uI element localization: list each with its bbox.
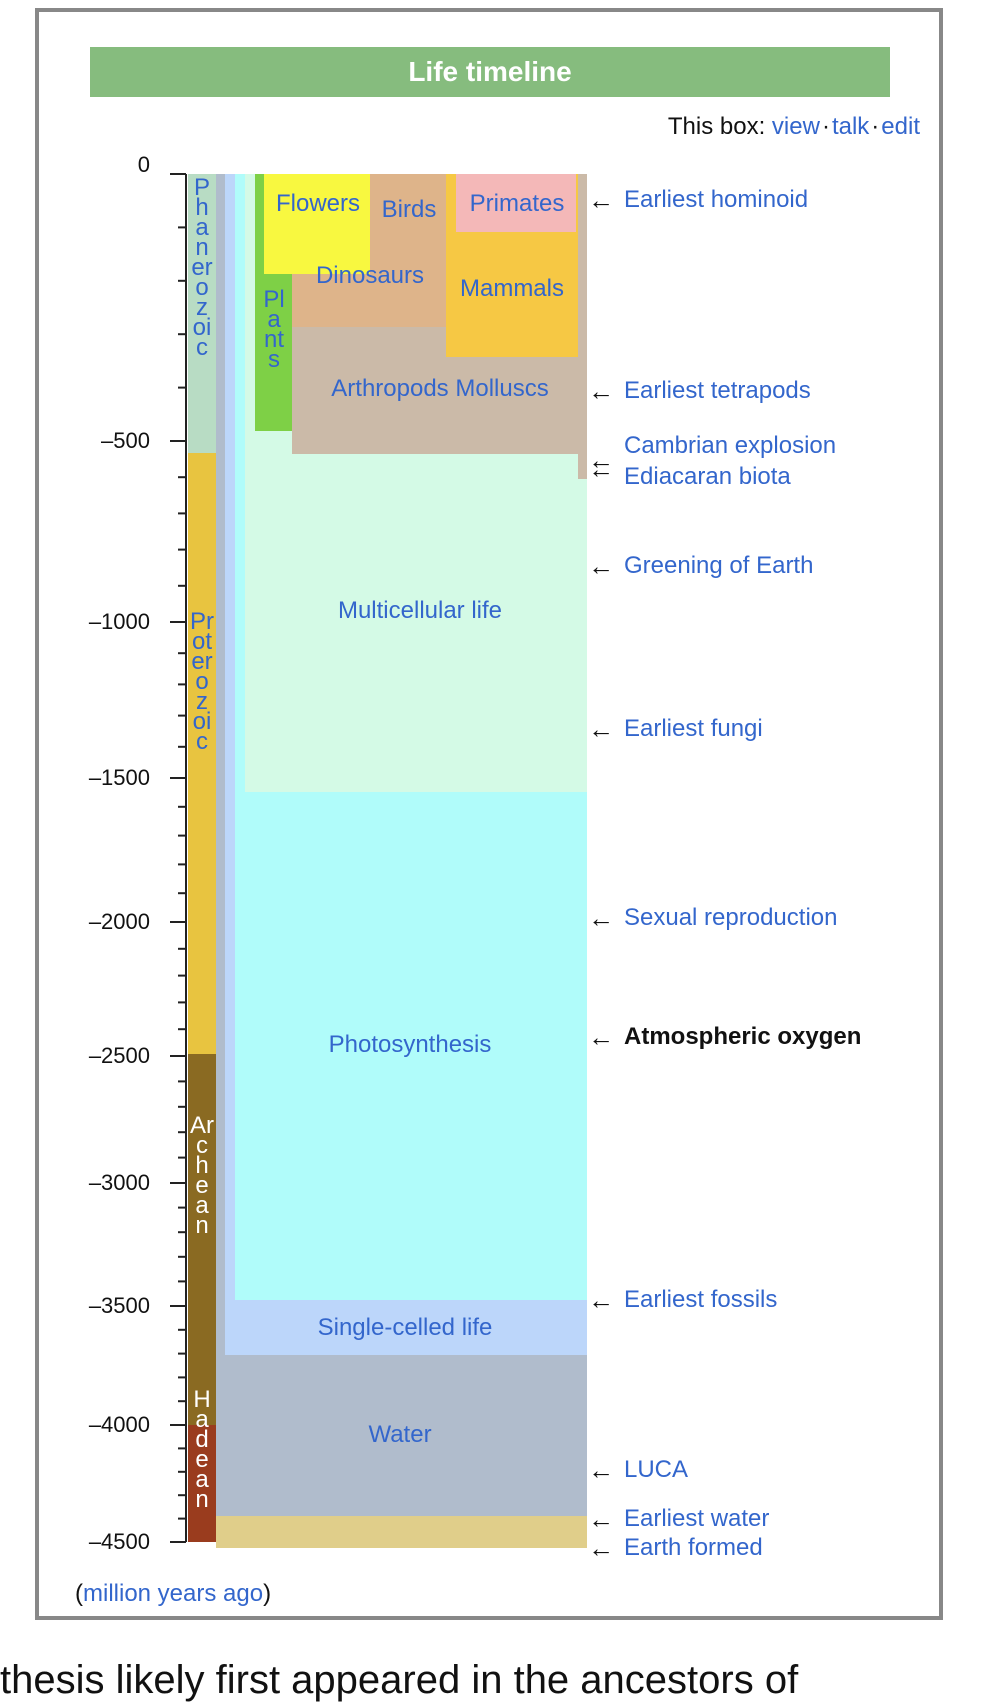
tick-label: 0: [137, 152, 150, 177]
event-label-atmospheric-oxygen: Atmospheric oxygen: [624, 1023, 862, 1050]
eon-label-phanerozoic[interactable]: Phanerozoic: [191, 174, 213, 361]
event-arrow: ←: [588, 714, 614, 744]
event-arrow: ←: [588, 903, 614, 933]
eon-bar-proterozoic: [188, 453, 216, 1054]
event-arrow: ←: [588, 1504, 614, 1534]
region-label-dinosaurs[interactable]: Dinosaurs: [315, 262, 425, 289]
tick-label: –2500: [88, 1043, 150, 1068]
event-arrow: ←: [588, 551, 614, 581]
box-nav: This box: view·talk·edit: [668, 113, 920, 141]
event-label-luca[interactable]: LUCA: [624, 1456, 689, 1483]
tick-label: –3500: [88, 1293, 150, 1318]
tick-label: –4500: [88, 1529, 150, 1554]
region-label-single-celled[interactable]: Single-celled life: [317, 1314, 493, 1341]
event-label-ediacaran-biota[interactable]: Ediacaran biota: [624, 463, 791, 490]
million-years-ago-link[interactable]: million years ago: [83, 1580, 264, 1607]
event-arrow: ←: [588, 1285, 614, 1315]
tick-label: –1500: [88, 765, 150, 790]
view-link[interactable]: view: [771, 113, 820, 140]
eon-label-hadean[interactable]: Hadean: [193, 1386, 211, 1513]
unit-paren-close: ): [263, 1580, 272, 1607]
eon-label-archean[interactable]: Archean: [190, 1112, 214, 1239]
nav-separator: ·: [821, 113, 830, 140]
region-flowers: [264, 174, 370, 274]
region-label-plants[interactable]: Plants: [263, 286, 285, 373]
event-arrow: ←: [588, 1533, 614, 1563]
event-arrow: ←: [588, 1022, 614, 1052]
tick-label: –3000: [88, 1170, 150, 1195]
box-nav-prefix: This box:: [667, 113, 766, 140]
region-label-mammals[interactable]: Mammals: [459, 275, 564, 302]
timeline-title: Life timeline: [90, 47, 890, 97]
event-arrow: ←: [588, 185, 614, 215]
region-earth: [216, 1516, 587, 1548]
tick-label: –2000: [88, 909, 150, 934]
eon-bar-phanerozoic: [188, 174, 216, 453]
eon-bar-archean: [188, 1054, 216, 1425]
event-arrow: ←: [588, 1455, 614, 1485]
eon-label-proterozoic[interactable]: Proterozoic: [190, 608, 214, 755]
event-label-earliest-hominoid[interactable]: Earliest hominoid: [624, 186, 809, 213]
region-label-multicellular[interactable]: Multicellular life: [337, 597, 503, 624]
event-label-earliest-tetrapods[interactable]: Earliest tetrapods: [624, 377, 811, 404]
event-arrow: ←: [588, 454, 614, 484]
event-arrow: ←: [588, 376, 614, 406]
article-text-fragment: thesis likely first appeared in the ance…: [0, 1658, 799, 1702]
region-label-water[interactable]: Water: [368, 1421, 432, 1448]
tick-label: –1000: [88, 609, 150, 634]
region-label-photosynthesis[interactable]: Photosynthesis: [328, 1031, 492, 1058]
tick-label: –500: [101, 428, 150, 453]
axis-unit: (million years ago): [75, 1580, 271, 1608]
region-label-flowers[interactable]: Flowers: [275, 190, 360, 217]
region-primates: [456, 174, 576, 232]
event-label-earliest-fossils[interactable]: Earliest fossils: [624, 1286, 778, 1313]
event-label-cambrian-explosion[interactable]: Cambrian explosion: [624, 432, 837, 459]
unit-paren-open: (: [75, 1580, 83, 1607]
nav-separator: ·: [871, 113, 880, 140]
event-label-earth-formed[interactable]: Earth formed: [624, 1534, 763, 1561]
tick-label: –4000: [88, 1412, 150, 1437]
event-label-earliest-water[interactable]: Earliest water: [624, 1505, 770, 1532]
axis-ticks: [170, 173, 186, 1543]
region-label-arthropods[interactable]: Arthropods Molluscs: [331, 375, 549, 402]
event-label-sexual-reproduction[interactable]: Sexual reproduction: [624, 904, 838, 931]
eon-bar-hadean: [188, 1425, 216, 1542]
region-label-birds[interactable]: Birds: [381, 196, 437, 223]
region-arthropods-edge: [578, 174, 587, 479]
event-arrow: ←: [588, 445, 614, 475]
event-label-greening-of-earth[interactable]: Greening of Earth: [624, 552, 814, 579]
edit-link[interactable]: edit: [881, 113, 920, 140]
event-label-earliest-fungi[interactable]: Earliest fungi: [624, 715, 763, 742]
region-birds: [370, 174, 446, 234]
region-label-primates[interactable]: Primates: [469, 190, 565, 217]
talk-link[interactable]: talk: [831, 113, 870, 140]
